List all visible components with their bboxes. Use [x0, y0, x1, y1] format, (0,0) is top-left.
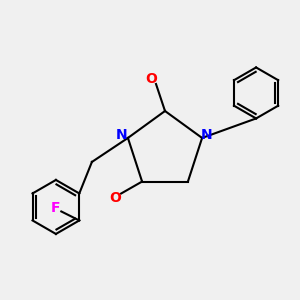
Text: F: F [50, 201, 60, 215]
Text: O: O [109, 191, 121, 205]
Text: N: N [201, 128, 212, 142]
Text: O: O [146, 73, 158, 86]
Text: N: N [116, 128, 128, 142]
